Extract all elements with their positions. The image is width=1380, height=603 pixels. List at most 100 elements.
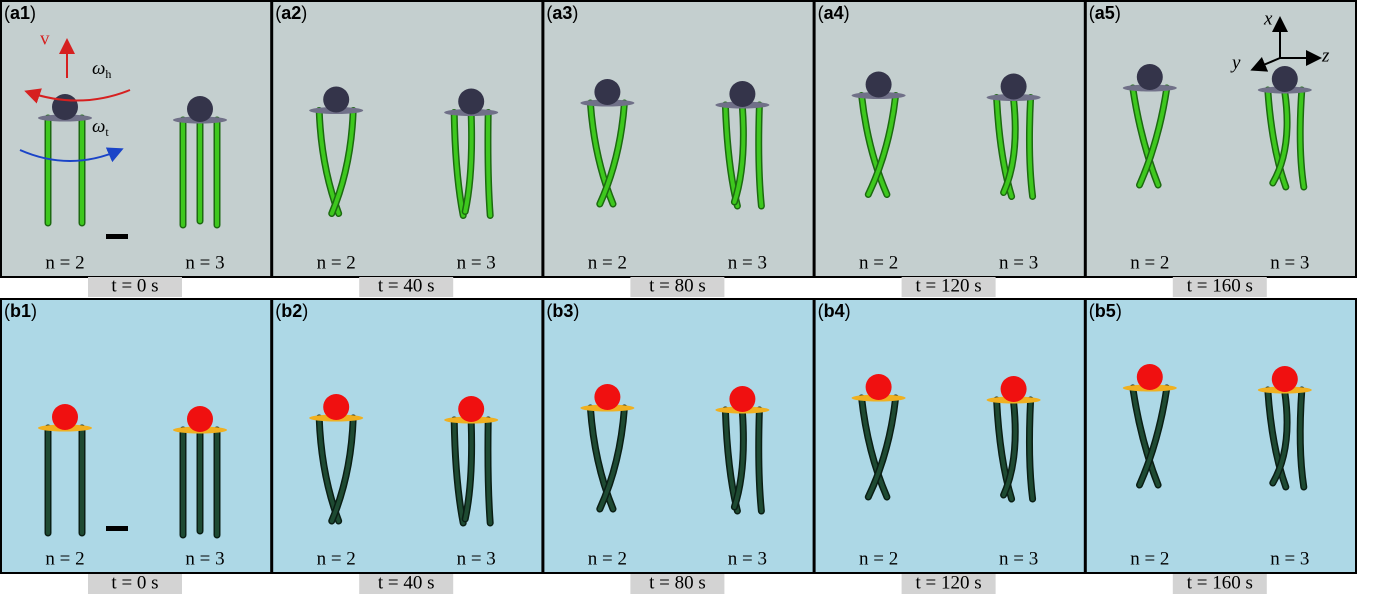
ball [1001, 74, 1027, 100]
panel-id: a2 [281, 3, 301, 23]
panel-label: (b1) [4, 301, 37, 321]
n-label: n = 3 [728, 252, 767, 273]
scale-bar [106, 234, 128, 239]
omega: ω [92, 58, 105, 79]
ball [52, 404, 78, 430]
n-label: n = 3 [185, 548, 224, 569]
panel-id: b3 [552, 301, 573, 321]
n-label: n = 2 [588, 252, 627, 273]
ball [1001, 376, 1027, 402]
panel-frame [272, 299, 542, 573]
ball [187, 96, 213, 122]
time-label: t = 160 s [1187, 572, 1253, 593]
ball [729, 386, 755, 412]
panel-label: (a2) [275, 3, 307, 23]
panel-id: b5 [1095, 301, 1116, 321]
paren: ) [31, 301, 37, 321]
ball [866, 72, 892, 98]
panel-label: (a1) [4, 3, 36, 23]
time-label: t = 80 s [649, 572, 706, 593]
ball [187, 406, 213, 432]
page: (a1) n = 2 n = 3 t = 0 s (a2) n = 2 n = 3 t = 4… [0, 0, 1380, 598]
panel-label: (a3) [546, 3, 578, 23]
figure: (a1) n = 2 n = 3 t = 0 s (a2) n = 2 n = 3 t = 4… [0, 0, 1380, 598]
n-label: n = 2 [1130, 548, 1169, 569]
ball [1137, 364, 1163, 390]
n-label: n = 3 [1270, 548, 1309, 569]
panel: (b4) n = 2 n = 3 t = 120 s [815, 299, 1085, 594]
n-label: n = 2 [317, 548, 356, 569]
time-label: t = 120 s [916, 572, 982, 593]
panel-frame [1086, 299, 1356, 573]
panel-label: (b4) [818, 301, 851, 321]
panel: (a2) n = 2 n = 3 t = 40 s [272, 1, 542, 297]
paren: ) [301, 3, 307, 23]
label-v: v [40, 28, 50, 49]
time-label: t = 160 s [1187, 275, 1253, 296]
time-label: t = 40 s [378, 275, 435, 296]
omega: ω [92, 116, 105, 137]
n-label: n = 2 [1130, 252, 1169, 273]
time-label: t = 120 s [916, 275, 982, 296]
panel-id: b4 [824, 301, 845, 321]
panel-frame [815, 299, 1085, 573]
rod [488, 420, 490, 523]
panel-id: b2 [281, 301, 302, 321]
panel: (b3)n = 2n = 3t = 80 s [543, 299, 813, 594]
paren: ) [844, 3, 850, 23]
panel-id: a3 [552, 3, 572, 23]
n-label: n = 3 [457, 548, 496, 569]
axis-y-label: y [1230, 52, 1241, 73]
n-label: n = 3 [1270, 252, 1309, 273]
paren: ) [30, 3, 36, 23]
ball [458, 396, 484, 422]
ball [323, 394, 349, 420]
axis-z-label: z [1321, 45, 1330, 66]
paren: ) [572, 3, 578, 23]
n-label: n = 2 [588, 548, 627, 569]
panel-id: a5 [1095, 3, 1115, 23]
panel-frame [815, 1, 1085, 277]
n-label: n = 3 [457, 252, 496, 273]
paren: ) [1115, 3, 1121, 23]
rod [488, 113, 490, 216]
ball [1137, 64, 1163, 90]
time-label: t = 0 s [111, 275, 158, 296]
ball [1272, 66, 1298, 92]
ball [594, 384, 620, 410]
panel: (b1) n = 2 n = 3 t = 0 s [1, 299, 271, 594]
panel: (a5) n = 2 n = 3 t = 160 s [1086, 1, 1356, 297]
ball [594, 79, 620, 105]
ball [458, 89, 484, 115]
n-label: n = 2 [317, 252, 356, 273]
n-label: n = 3 [728, 548, 767, 569]
panel-frame [1086, 1, 1356, 277]
time-label: t = 80 s [649, 275, 706, 296]
paren: ) [302, 301, 308, 321]
scale-bar [106, 526, 128, 531]
panel-id: b1 [10, 301, 31, 321]
panel-frame [272, 1, 542, 277]
subscript: h [105, 67, 111, 81]
n-label: n = 3 [999, 548, 1038, 569]
axis-x-label: x [1263, 8, 1273, 29]
panel-id: a1 [10, 3, 30, 23]
panel-frame [543, 299, 813, 573]
time-label: t = 0 s [111, 572, 158, 593]
paren: ) [1116, 301, 1122, 321]
n-label: n = 3 [999, 252, 1038, 273]
panel-id: a4 [824, 3, 844, 23]
panel-label: (b2) [275, 301, 308, 321]
n-label: n = 2 [859, 548, 898, 569]
n-label: n = 2 [45, 252, 84, 273]
n-label: n = 2 [45, 548, 84, 569]
ball [52, 94, 78, 120]
panel-label: (a5) [1089, 3, 1121, 23]
n-label: n = 3 [185, 252, 224, 273]
panel-frame [1, 299, 271, 573]
panel: (a3) n = 2 n = 3 t = 80 s [543, 1, 813, 297]
ball [866, 374, 892, 400]
panel-label: (a4) [818, 3, 850, 23]
